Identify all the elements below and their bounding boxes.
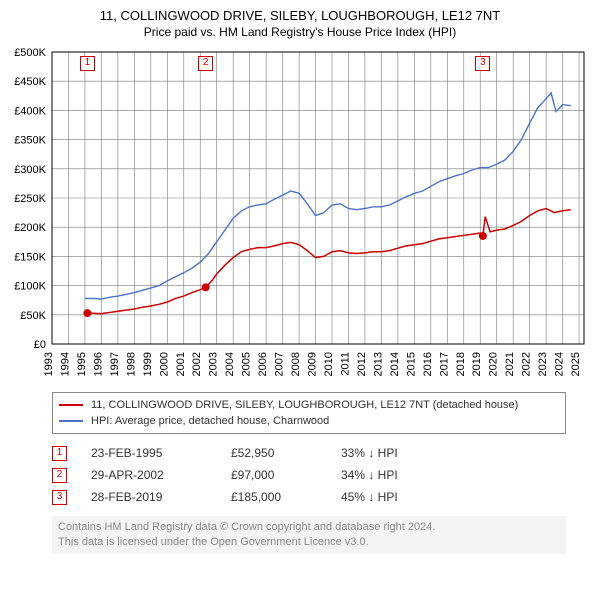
svg-text:2018: 2018 xyxy=(455,352,467,376)
svg-text:2010: 2010 xyxy=(323,352,335,376)
sales-marker: 1 xyxy=(52,446,67,461)
legend: 11, COLLINGWOOD DRIVE, SILEBY, LOUGHBORO… xyxy=(52,392,566,434)
legend-row: 11, COLLINGWOOD DRIVE, SILEBY, LOUGHBORO… xyxy=(59,397,559,413)
svg-text:2014: 2014 xyxy=(389,352,401,376)
legend-swatch xyxy=(59,420,83,422)
plot-area: £0 £50K £100K £150K £200K £250K £300K £350K £400… xyxy=(8,46,592,386)
svg-text:£400K: £400K xyxy=(14,106,46,118)
svg-text:£200K: £200K xyxy=(14,223,46,235)
svg-text:£50K: £50K xyxy=(20,310,46,322)
sale-marker-2: 2 xyxy=(198,56,213,71)
svg-text:2003: 2003 xyxy=(208,352,220,376)
footnote: Contains HM Land Registry data © Crown c… xyxy=(52,516,566,554)
legend-row: HPI: Average price, detached house, Char… xyxy=(59,413,559,429)
sale-point xyxy=(83,310,91,318)
svg-text:£100K: £100K xyxy=(14,281,46,293)
svg-text:£500K: £500K xyxy=(14,47,46,59)
chart-container: 11, COLLINGWOOD DRIVE, SILEBY, LOUGHBORO… xyxy=(0,0,600,558)
sale-marker-3: 3 xyxy=(475,56,490,71)
svg-text:£300K: £300K xyxy=(14,164,46,176)
svg-text:1997: 1997 xyxy=(109,352,121,376)
sales-date: 23-FEB-1995 xyxy=(91,446,231,460)
svg-text:2020: 2020 xyxy=(488,352,500,376)
sales-table: 1 23-FEB-1995£52,95033% ↓ HPI 2 29-APR-2002… xyxy=(52,442,566,508)
svg-text:2012: 2012 xyxy=(356,352,368,376)
svg-text:2009: 2009 xyxy=(307,352,319,376)
sales-delta: 45% ↓ HPI xyxy=(341,490,451,504)
svg-text:1994: 1994 xyxy=(59,352,71,376)
svg-text:1993: 1993 xyxy=(43,352,55,376)
title-block: 11, COLLINGWOOD DRIVE, SILEBY, LOUGHBORO… xyxy=(8,8,592,40)
svg-text:1995: 1995 xyxy=(76,352,88,376)
svg-text:2025: 2025 xyxy=(570,352,582,376)
svg-text:1999: 1999 xyxy=(142,352,154,376)
legend-label: HPI: Average price, detached house, Char… xyxy=(91,415,329,427)
svg-text:£150K: £150K xyxy=(14,252,46,264)
sales-price: £97,000 xyxy=(231,468,341,482)
svg-text:2017: 2017 xyxy=(438,352,450,376)
sales-marker: 2 xyxy=(52,468,67,483)
sales-delta: 34% ↓ HPI xyxy=(341,468,451,482)
sales-marker: 3 xyxy=(52,490,67,505)
sales-delta: 33% ↓ HPI xyxy=(341,446,451,460)
sales-date: 29-APR-2002 xyxy=(91,468,231,482)
sales-price: £52,950 xyxy=(231,446,341,460)
svg-text:2001: 2001 xyxy=(175,352,187,376)
svg-text:£0: £0 xyxy=(34,339,46,351)
svg-text:£450K: £450K xyxy=(14,77,46,89)
svg-text:2011: 2011 xyxy=(339,352,351,376)
svg-text:2024: 2024 xyxy=(554,352,566,376)
sales-row: 3 28-FEB-2019£185,00045% ↓ HPI xyxy=(52,486,566,508)
sale-point xyxy=(479,232,487,240)
chart-title: 11, COLLINGWOOD DRIVE, SILEBY, LOUGHBORO… xyxy=(8,8,592,25)
svg-text:2002: 2002 xyxy=(191,352,203,376)
sales-price: £185,000 xyxy=(231,490,341,504)
footnote-line: This data is licensed under the Open Gov… xyxy=(58,535,560,550)
svg-text:2021: 2021 xyxy=(504,352,516,376)
svg-text:2023: 2023 xyxy=(537,352,549,376)
sales-row: 2 29-APR-2002£97,00034% ↓ HPI xyxy=(52,464,566,486)
sales-date: 28-FEB-2019 xyxy=(91,490,231,504)
svg-text:2019: 2019 xyxy=(471,352,483,376)
svg-text:2013: 2013 xyxy=(372,352,384,376)
svg-text:2004: 2004 xyxy=(224,352,236,376)
svg-text:2005: 2005 xyxy=(241,352,253,376)
sale-marker-1: 1 xyxy=(80,56,95,71)
svg-text:£250K: £250K xyxy=(14,193,46,205)
svg-text:£350K: £350K xyxy=(14,135,46,147)
legend-swatch xyxy=(59,404,83,406)
price-paid-line xyxy=(85,209,571,314)
legend-label: 11, COLLINGWOOD DRIVE, SILEBY, LOUGHBORO… xyxy=(91,399,518,411)
footnote-line: Contains HM Land Registry data © Crown c… xyxy=(58,520,560,535)
svg-text:2006: 2006 xyxy=(257,352,269,376)
svg-text:1998: 1998 xyxy=(125,352,137,376)
svg-text:2022: 2022 xyxy=(521,352,533,376)
sales-row: 1 23-FEB-1995£52,95033% ↓ HPI xyxy=(52,442,566,464)
sale-point xyxy=(202,284,210,292)
svg-text:1996: 1996 xyxy=(92,352,104,376)
svg-text:2007: 2007 xyxy=(274,352,286,376)
svg-text:2015: 2015 xyxy=(405,352,417,376)
svg-text:2008: 2008 xyxy=(290,352,302,376)
svg-text:2016: 2016 xyxy=(422,352,434,376)
chart-subtitle: Price paid vs. HM Land Registry's House … xyxy=(8,25,592,41)
hpi-line xyxy=(85,93,571,299)
svg-text:2000: 2000 xyxy=(158,352,170,376)
chart-svg: £0 £50K £100K £150K £200K £250K £300K £350K £400… xyxy=(8,46,592,386)
